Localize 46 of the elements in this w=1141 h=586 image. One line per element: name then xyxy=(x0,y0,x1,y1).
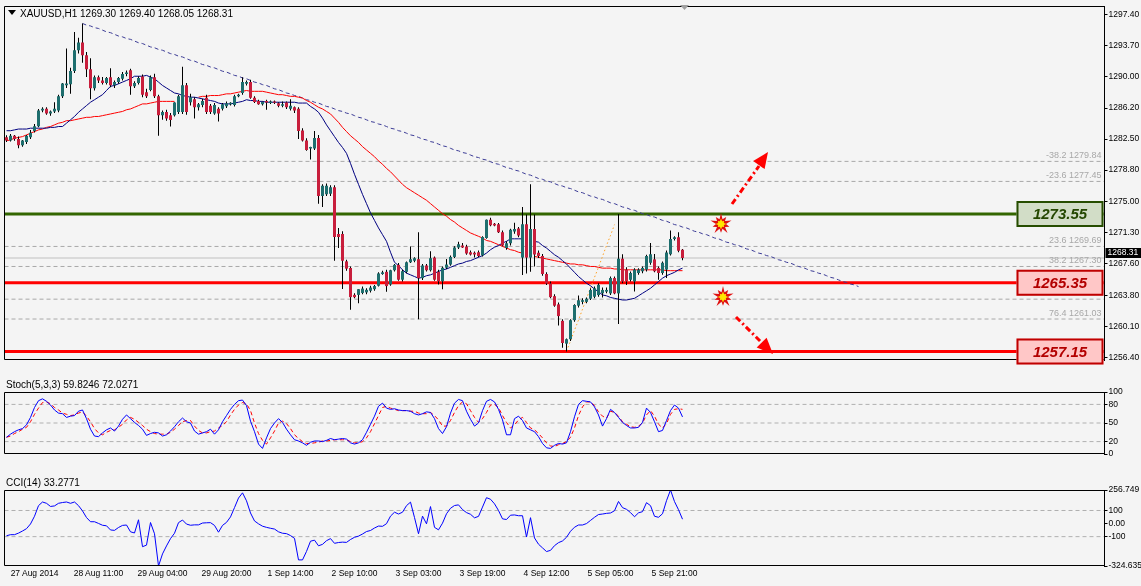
x-tick-label: 5 Sep 21:00 xyxy=(651,568,698,579)
y-tick-label: -100 xyxy=(1108,530,1126,541)
x-tick-label: 5 Sep 05:00 xyxy=(587,568,634,579)
x-tick-label: 1 Sep 14:00 xyxy=(267,568,314,579)
y-tick-label: 256.749 xyxy=(1108,484,1140,495)
x-tick-label: 4 Sep 12:00 xyxy=(523,568,570,579)
y-tick-label: 1275.00 xyxy=(1108,196,1140,207)
ref-line-label: 38.2 1267.30 xyxy=(1048,255,1102,266)
y-tick-label: 1297.40 xyxy=(1108,8,1140,19)
y-tick-label: 1278.80 xyxy=(1108,164,1140,175)
y-tick-label: 1260.10 xyxy=(1108,321,1140,332)
x-tick-label: 27 Aug 2014 xyxy=(10,568,59,579)
y-tick-label: -324.635 xyxy=(1108,560,1141,571)
line-series xyxy=(82,22,859,288)
x-tick-label: 28 Aug 11:00 xyxy=(73,568,124,579)
y-tick-label: 20 xyxy=(1108,435,1119,446)
y-tick-label: 1267.60 xyxy=(1108,258,1140,269)
chart-title: XAUUSD,H1 1269.30 1269.40 1268.05 1268.31 xyxy=(20,7,234,19)
ref-line-label: 1273.55 xyxy=(1032,205,1088,223)
x-tick-label: 3 Sep 03:00 xyxy=(395,568,442,579)
ref-line-label: 23.6 1269.69 xyxy=(1048,235,1102,246)
y-tick-label: 1290.00 xyxy=(1108,70,1140,81)
chart-title: Stoch(5,3,3) 59.8246 72.0271 xyxy=(6,378,139,390)
y-tick-label: 1271.30 xyxy=(1108,227,1140,238)
ref-line-label: 1265.35 xyxy=(1032,273,1088,291)
ref-line-label: 76.4 1261.03 xyxy=(1048,308,1102,318)
y-tick-label: 1282.50 xyxy=(1108,133,1140,144)
y-tick-label: 1286.20 xyxy=(1108,102,1140,113)
y-tick-label: 0.00 xyxy=(1108,517,1126,528)
chart-title: CCI(14) 33.2771 xyxy=(6,476,81,488)
y-tick-label: 100 xyxy=(1108,386,1123,397)
x-tick-label: 2 Sep 10:00 xyxy=(331,568,378,579)
x-tick-label: 3 Sep 19:00 xyxy=(459,568,506,579)
ref-line-label: 1257.15 xyxy=(1032,342,1088,360)
y-tick-label: 100 xyxy=(1108,504,1123,515)
y-tick-label: 1256.40 xyxy=(1108,352,1140,363)
ref-line-label: -38.2 1279.84 xyxy=(1045,150,1102,161)
y-tick-label: 0 xyxy=(1108,448,1114,459)
x-tick-label: 29 Aug 20:00 xyxy=(201,568,252,579)
y-tick-label: 1293.70 xyxy=(1108,39,1140,50)
ref-line-label: -23.6 1277.45 xyxy=(1045,170,1102,181)
y-tick-label: 50 xyxy=(1108,417,1119,428)
ref-line-label: 1268.31 xyxy=(1107,247,1139,258)
y-tick-label: 80 xyxy=(1108,398,1119,409)
y-tick-label: 1263.80 xyxy=(1108,290,1140,301)
x-tick-label: 29 Aug 04:00 xyxy=(137,568,188,579)
